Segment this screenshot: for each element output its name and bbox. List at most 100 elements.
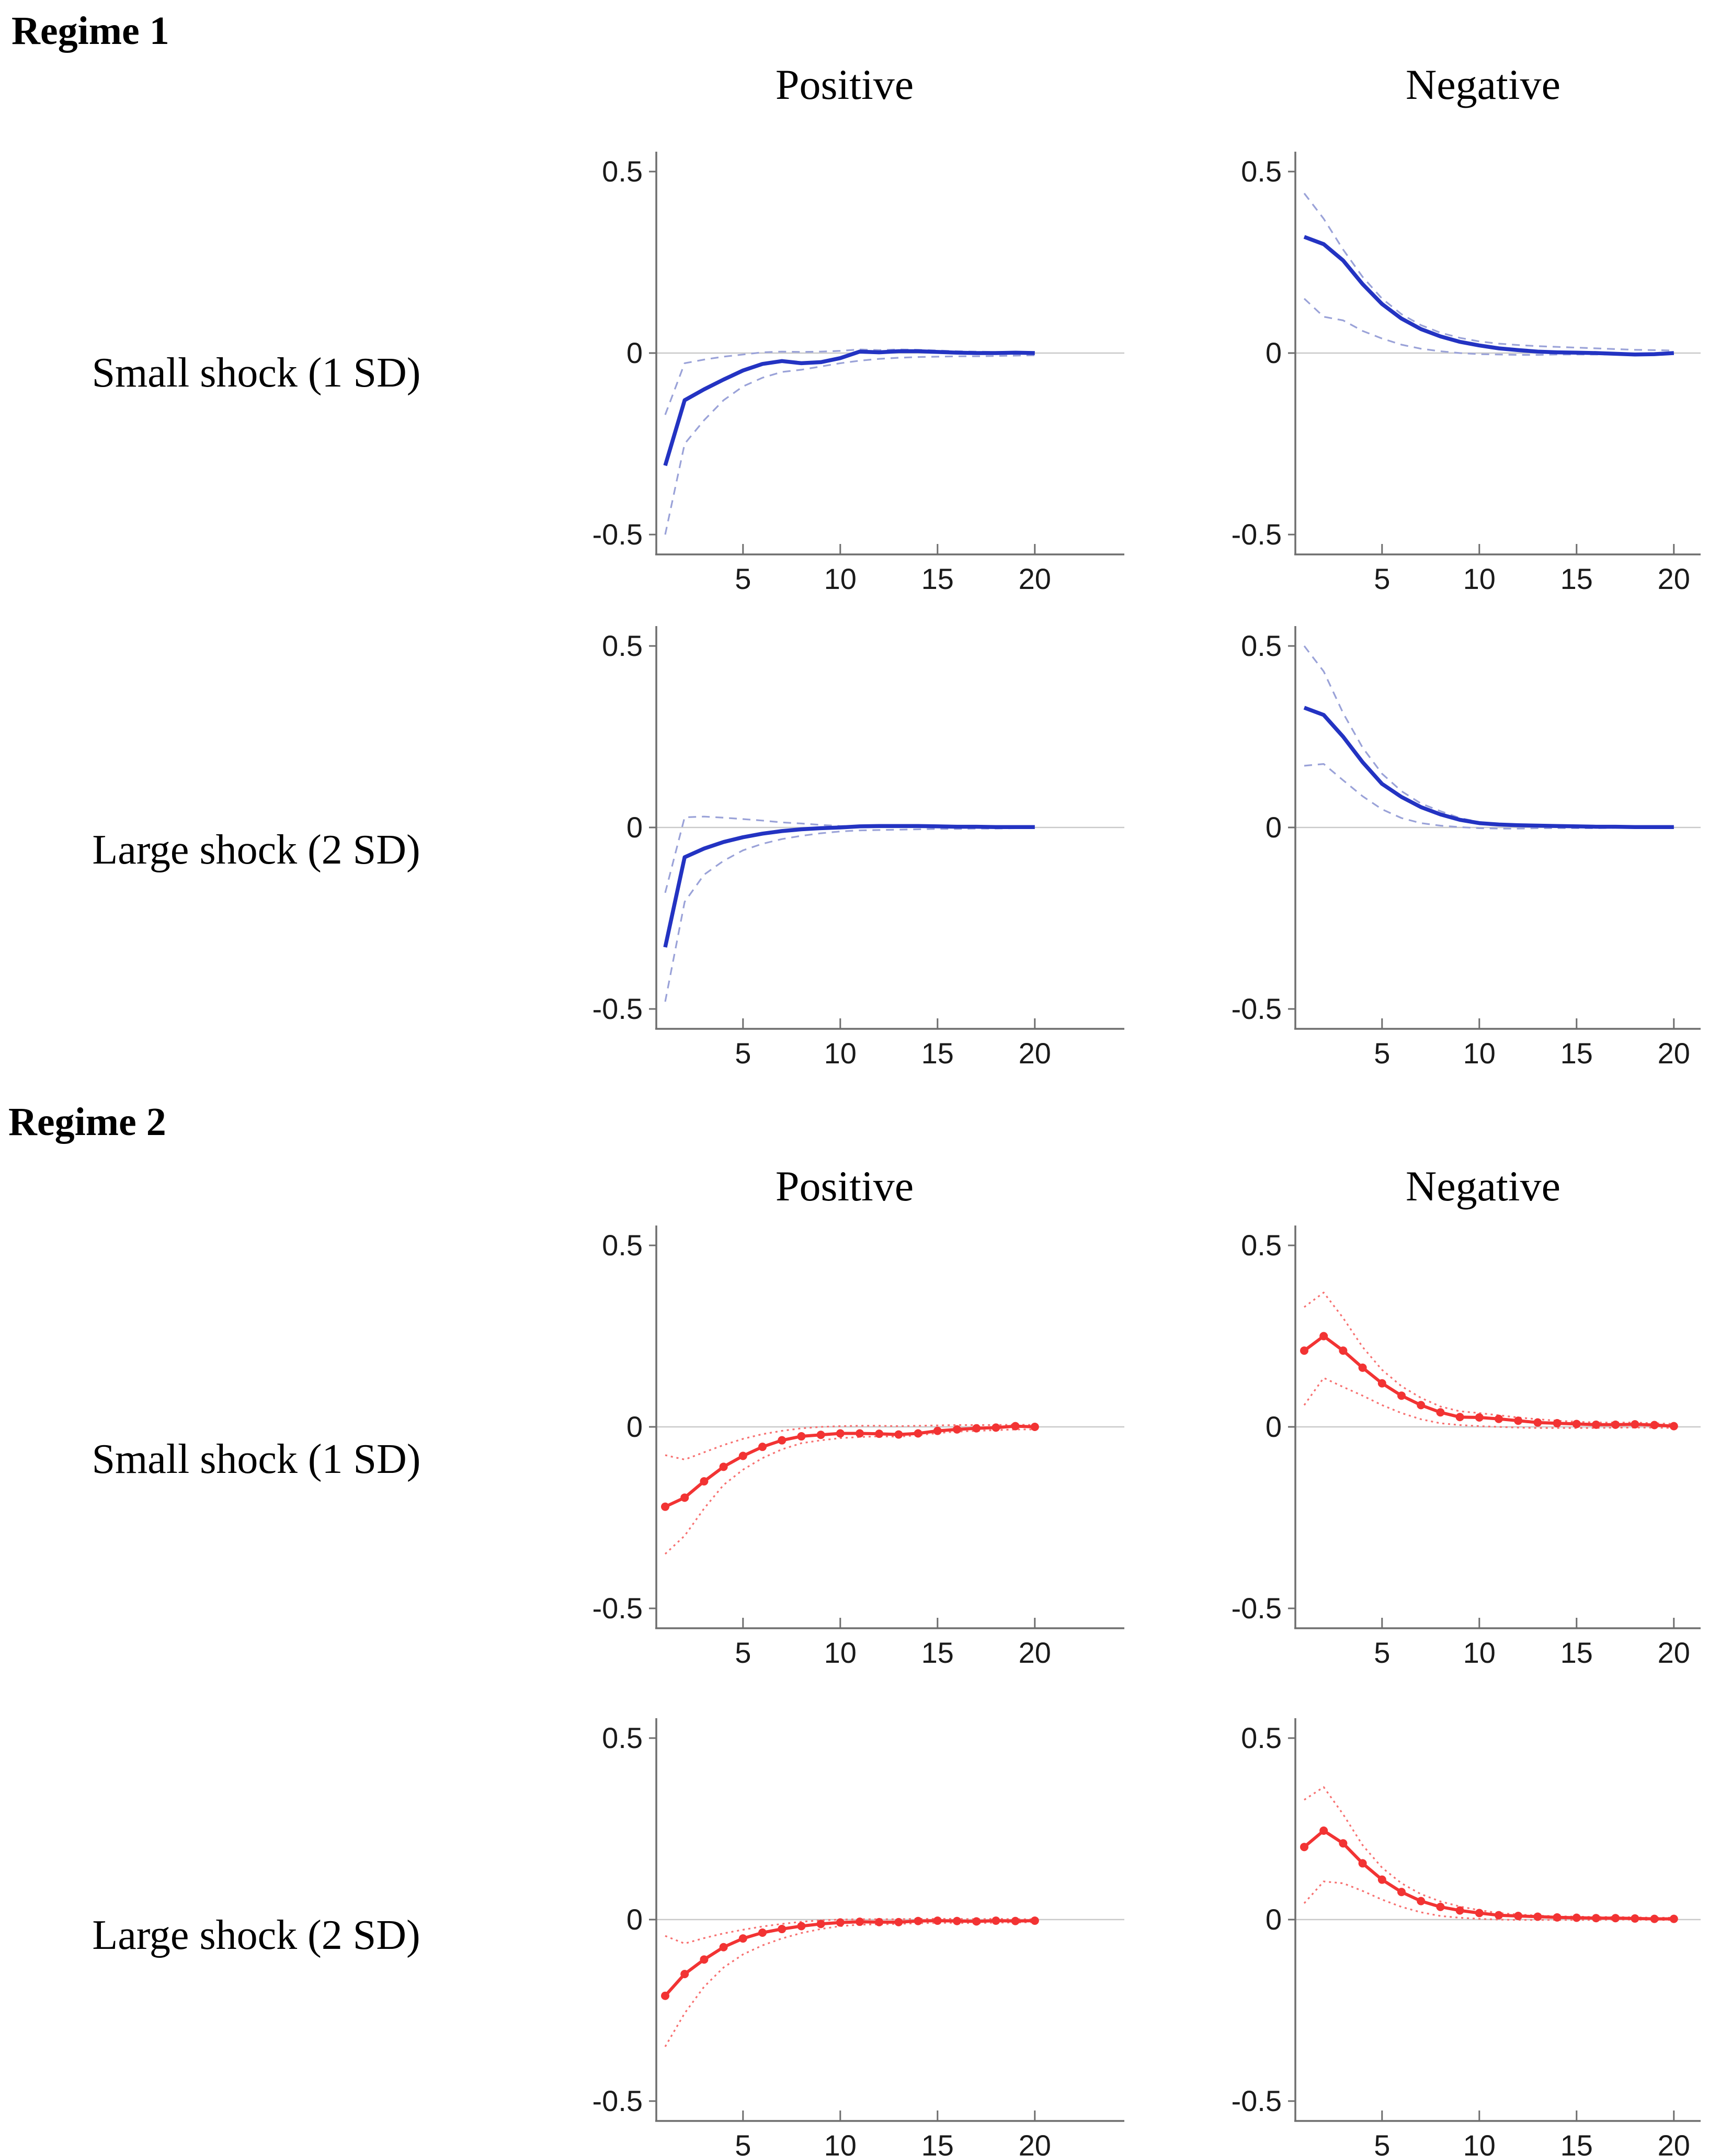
data-point-marker [1572, 1913, 1581, 1922]
x-tick-label: 20 [1019, 2129, 1051, 2156]
data-point-marker [1300, 1346, 1308, 1355]
data-point-marker [1669, 1914, 1678, 1923]
x-tick-label: 20 [1019, 1037, 1051, 1065]
data-point-marker [1417, 1401, 1426, 1410]
y-tick-label: 0 [626, 1903, 643, 1936]
data-point-marker [1358, 1363, 1367, 1372]
data-point-marker [1475, 1909, 1484, 1917]
chart-svg: 0.5 0 -0.5 5 10 15 20 [592, 1718, 1124, 2156]
x-tick-label: 10 [1463, 1636, 1496, 1665]
data-point-marker [778, 1925, 787, 1934]
y-tick-label: 0.5 [1241, 155, 1282, 188]
response-line [1303, 235, 1674, 357]
column-title-positive-regime1: Positive [775, 61, 914, 108]
y-tick-label: -0.5 [1232, 518, 1282, 551]
y-tick-label: -0.5 [592, 518, 643, 551]
data-point-marker [1436, 1902, 1445, 1911]
data-point-marker [1397, 1391, 1406, 1400]
data-point-marker [836, 1918, 845, 1927]
column-title-negative-regime1: Negative [1406, 61, 1560, 108]
data-point-marker [1030, 1916, 1039, 1925]
data-point-marker [1592, 1420, 1600, 1429]
data-point-marker [1495, 1414, 1503, 1423]
chart-regime2-large-negative: 0.5 0 -0.5 5 10 15 20 [1204, 1697, 1732, 2156]
response-line [663, 349, 1035, 467]
lower-band-line [664, 1428, 1035, 1555]
data-point-marker [1339, 1346, 1348, 1355]
chart-svg: 0.5 0 -0.5 5 10 15 20 [1232, 626, 1701, 1070]
x-tick-label: 10 [1463, 1037, 1496, 1065]
x-tick-label: 15 [921, 1037, 954, 1065]
data-point-marker [1011, 1916, 1020, 1925]
lower-band-line [1304, 763, 1674, 830]
y-tick-label: 0 [1266, 811, 1282, 844]
y-tick-label: 0 [1266, 336, 1282, 369]
data-point-marker [1417, 1897, 1426, 1905]
lower-band-line [664, 1921, 1035, 2047]
chart-regime2-large-positive: 0.5 0 -0.5 5 10 15 20 [565, 1697, 1130, 2156]
upper-band-line [1304, 1786, 1674, 1919]
data-point-marker [1319, 1332, 1328, 1341]
x-tick-label: 10 [824, 562, 857, 591]
data-point-marker [1377, 1875, 1386, 1884]
data-point-marker [1631, 1420, 1639, 1429]
y-tick-label: -0.5 [1232, 2084, 1282, 2117]
y-tick-label: 0.5 [1241, 1229, 1282, 1262]
upper-band-line [1304, 1291, 1674, 1425]
chart-regime1-small-positive: 0.5 0 -0.5 5 10 15 20 [565, 131, 1130, 595]
chart-regime1-small-negative: 0.5 0 -0.5 5 10 15 20 [1204, 131, 1732, 595]
data-point-marker [1455, 1413, 1464, 1422]
response-line [663, 824, 1035, 948]
data-point-marker [1030, 1423, 1039, 1431]
lower-band-line [1303, 1377, 1674, 1429]
x-tick-label: 15 [921, 1636, 954, 1665]
x-tick-label: 20 [1658, 562, 1690, 591]
data-point-marker [894, 1917, 903, 1926]
data-point-marker [680, 1493, 689, 1502]
upper-band-line [1303, 192, 1674, 351]
data-point-marker [1455, 1906, 1464, 1915]
data-point-marker [1592, 1914, 1600, 1923]
data-point-marker [700, 1477, 709, 1486]
y-tick-label: 0.5 [602, 1229, 643, 1262]
x-tick-label: 10 [824, 1037, 857, 1065]
data-point-marker [797, 1432, 806, 1441]
lower-band-line [1303, 298, 1674, 356]
data-point-marker [738, 1934, 747, 1943]
data-point-marker [1339, 1839, 1348, 1848]
x-tick-label: 5 [1374, 562, 1390, 591]
y-tick-label: -0.5 [592, 2084, 643, 2117]
upper-band-line [1303, 645, 1674, 828]
data-point-marker [992, 1423, 1000, 1432]
data-point-marker [816, 1431, 825, 1439]
data-point-marker [738, 1451, 747, 1460]
y-tick-label: 0 [1266, 1903, 1282, 1936]
data-point-marker [1611, 1914, 1620, 1923]
data-point-marker [1533, 1418, 1542, 1427]
section-title-regime-2: Regime 2 [8, 1100, 166, 1144]
y-tick-label: 0.5 [602, 1721, 643, 1754]
x-tick-label: 5 [735, 1037, 751, 1065]
x-tick-label: 10 [824, 2129, 857, 2156]
data-point-marker [972, 1917, 981, 1926]
data-point-marker [1611, 1420, 1620, 1429]
data-point-marker [894, 1430, 903, 1439]
data-point-marker [1397, 1888, 1406, 1897]
response-line [664, 1919, 1035, 1997]
chart-svg: 0.5 0 -0.5 5 10 15 20 [1232, 152, 1701, 595]
lower-band-line [664, 827, 1035, 1002]
x-tick-label: 20 [1658, 1636, 1690, 1665]
data-point-marker [719, 1943, 728, 1951]
x-tick-label: 10 [1463, 562, 1496, 591]
data-point-marker [1300, 1843, 1308, 1852]
response-line [1303, 1829, 1674, 1921]
x-tick-label: 5 [735, 562, 751, 591]
data-point-marker [1553, 1419, 1562, 1428]
data-point-marker [1533, 1912, 1542, 1921]
y-tick-label: 0.5 [602, 155, 643, 188]
response-line [1303, 706, 1674, 830]
data-point-marker [953, 1425, 961, 1434]
data-point-marker [661, 1502, 669, 1511]
data-point-marker [1514, 1912, 1523, 1921]
data-point-marker [875, 1917, 884, 1926]
